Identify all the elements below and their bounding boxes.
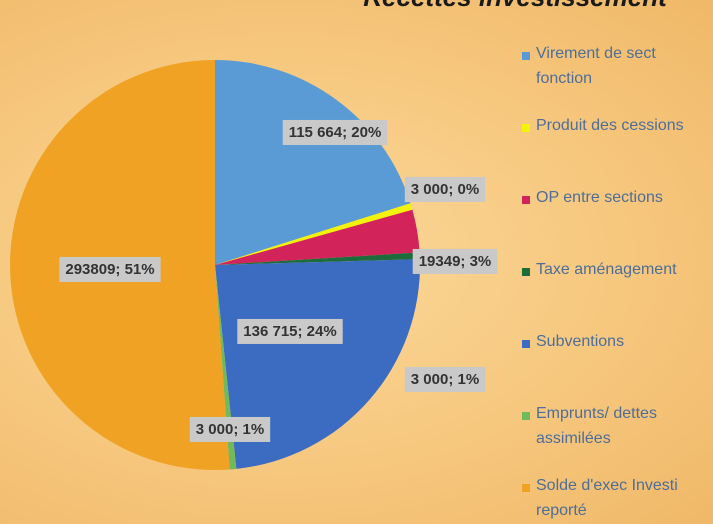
legend-swatch bbox=[522, 268, 530, 276]
legend-swatch bbox=[522, 340, 530, 348]
data-label-box bbox=[237, 318, 343, 344]
data-label-box bbox=[282, 119, 388, 145]
data-label-box bbox=[59, 256, 161, 282]
legend-swatch bbox=[522, 52, 530, 60]
legend-item: Taxe aménagement bbox=[522, 261, 712, 282]
legend-swatch bbox=[522, 196, 530, 204]
legend-label: Produit des cessions bbox=[536, 117, 684, 134]
legend-item: Solde d'exec Investi reporté bbox=[522, 477, 712, 523]
legend-item: Subventions bbox=[522, 333, 712, 354]
data-label-box bbox=[404, 176, 486, 202]
data-label-box bbox=[412, 248, 498, 274]
data-label-box bbox=[189, 416, 271, 442]
data-label: 293809; 51% bbox=[65, 261, 154, 278]
legend-label: OP entre sections bbox=[536, 189, 663, 206]
chart-title: Recettes investissement bbox=[363, 0, 668, 12]
legend-label: Subventions bbox=[536, 333, 625, 350]
legend-item: Virement de sect fonction bbox=[522, 45, 712, 91]
data-label: 19349; 3% bbox=[419, 253, 492, 270]
legend-label: Taxe aménagement bbox=[536, 261, 677, 278]
legend-item: Produit des cessions bbox=[522, 117, 712, 138]
legend-swatch bbox=[522, 484, 530, 492]
pie-slice bbox=[215, 252, 420, 265]
legend-label: Emprunts/ dettes assimilées bbox=[536, 405, 657, 447]
legend-swatch bbox=[522, 412, 530, 420]
legend-item: OP entre sections bbox=[522, 189, 712, 210]
data-label: 136 715; 24% bbox=[243, 323, 336, 340]
legend-swatch bbox=[522, 124, 530, 132]
pie-slice bbox=[215, 60, 411, 265]
legend-item: Emprunts/ dettes assimilées bbox=[522, 405, 712, 451]
pie-slice bbox=[215, 209, 420, 265]
data-label: 3 000; 0% bbox=[411, 181, 479, 198]
data-label: 3 000; 1% bbox=[411, 371, 479, 388]
legend-label: Virement de sect fonction bbox=[536, 45, 656, 87]
pie-slice bbox=[215, 203, 413, 265]
pie-slice bbox=[215, 259, 421, 469]
data-label-box bbox=[404, 366, 486, 392]
legend-label: Solde d'exec Investi reporté bbox=[536, 477, 678, 519]
data-label: 3 000; 1% bbox=[196, 421, 264, 438]
data-label: 115 664; 20% bbox=[289, 124, 382, 141]
